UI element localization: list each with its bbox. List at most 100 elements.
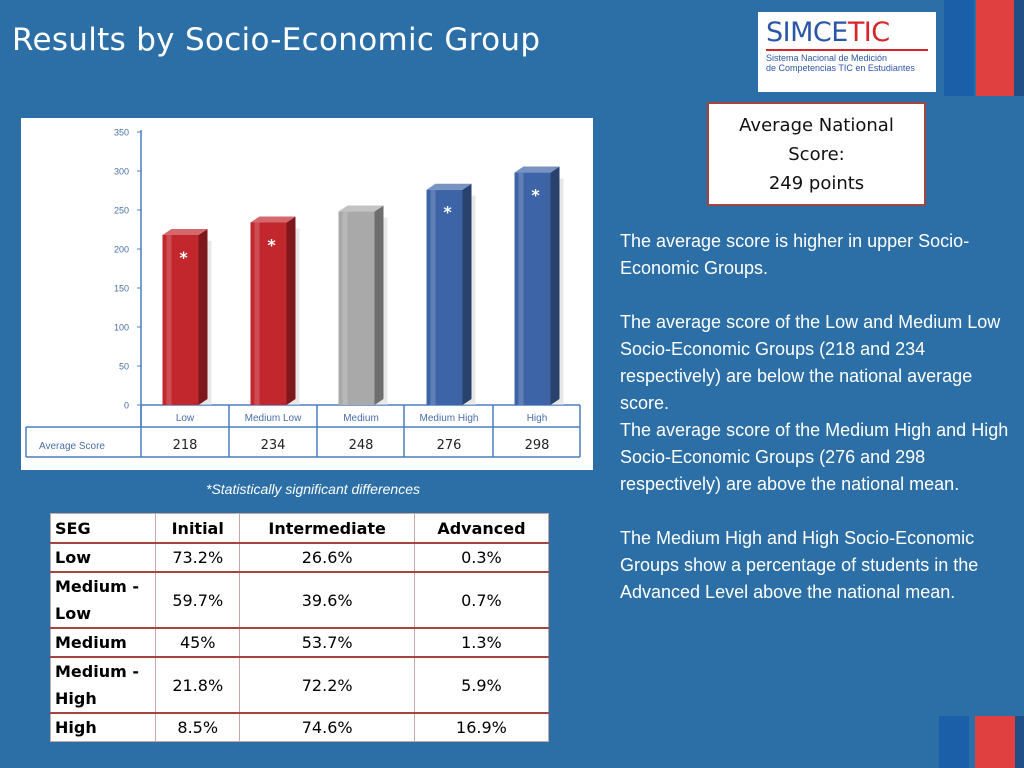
x-category-label: High	[527, 413, 548, 424]
cell-advanced: 16.9%	[413, 712, 550, 742]
table-row: High 8.5% 74.6% 16.9%	[50, 712, 550, 742]
table-row-label: Average Score	[39, 441, 105, 452]
bar-highlight	[166, 234, 172, 405]
cell-advanced: 0.3%	[413, 542, 550, 573]
data-label: 218	[173, 438, 198, 453]
y-tick-label: 100	[114, 323, 129, 333]
corner-stripe-red-top	[976, 0, 1014, 96]
table-row: Low 73.2% 26.6% 0.3%	[50, 542, 550, 573]
page-title: Results by Socio-Economic Group	[12, 22, 541, 58]
significance-marker: *	[531, 186, 540, 205]
logo-word-accent: TIC	[847, 17, 890, 48]
corner-stripe-blue-bottom	[939, 716, 969, 768]
bar-top	[250, 216, 296, 223]
row-label: Low	[50, 542, 156, 573]
logo-rule	[766, 49, 928, 51]
data-label: 248	[349, 438, 374, 453]
logo-word-main: SIMCE	[766, 17, 848, 48]
cell-intermediate: 39.6%	[239, 571, 415, 629]
bar-side	[286, 216, 296, 405]
y-tick-label: 350	[114, 128, 129, 138]
cell-intermediate: 74.6%	[239, 712, 415, 742]
bar-chart: 0 50 100 150 200 250 300 350 Average Score * Low 21…	[21, 118, 593, 470]
average-box-line3: 249 points	[768, 173, 865, 194]
row-label: Medium - Low	[50, 571, 156, 629]
logo-subtitle-line1: Sistema Nacional de Medición	[766, 53, 888, 63]
finding-2: The average score of the Low and Medium …	[620, 312, 1001, 413]
y-tick-label: 150	[114, 284, 129, 294]
cell-intermediate: 53.7%	[239, 627, 415, 658]
y-tick-label: 50	[119, 362, 129, 372]
data-label: 276	[437, 438, 462, 453]
cell-intermediate: 72.2%	[239, 656, 415, 714]
paragraph-gap	[620, 498, 1018, 525]
simcetic-logo: SIMCETIC Sistema Nacional de Medición de…	[758, 12, 936, 92]
row-label-line1: Medium -	[55, 662, 139, 681]
corner-stripe-edge-top	[1014, 0, 1024, 96]
corner-stripe-edge-bottom	[1015, 716, 1024, 768]
cell-advanced: 1.3%	[413, 627, 550, 658]
corner-stripe-red-bottom	[975, 716, 1015, 768]
finding-4: The Medium High and High Socio-Economic …	[620, 528, 979, 602]
row-label-line1: High	[55, 718, 97, 737]
row-label: High	[50, 712, 156, 742]
bar-top	[162, 228, 208, 235]
bar-top	[338, 205, 384, 212]
bar-chart-svg: 0 50 100 150 200 250 300 350 Average Score * Low 21…	[25, 128, 581, 458]
logo-wordmark: SIMCETIC	[766, 18, 928, 48]
x-category-label: Medium High	[420, 413, 479, 424]
y-tick-label: 250	[114, 206, 129, 216]
cell-initial: 59.7%	[154, 571, 241, 629]
table-row: Medium 45% 53.7% 1.3%	[50, 627, 550, 658]
bar-side	[374, 205, 384, 405]
x-category-label: Medium	[343, 413, 379, 424]
cell-initial: 73.2%	[154, 542, 241, 573]
bar-top	[426, 183, 472, 190]
row-label-line1: Medium -	[55, 577, 139, 596]
header-advanced: Advanced	[413, 513, 550, 544]
logo-subtitle-line2: de Competencias TIC en Estudiantes	[766, 63, 915, 73]
cell-advanced: 0.7%	[413, 571, 550, 629]
header-initial: Initial	[154, 513, 241, 544]
header-seg: SEG	[50, 513, 156, 544]
table-row: Medium - High 21.8% 72.2% 5.9%	[50, 656, 550, 714]
seg-levels-table: SEG Initial Intermediate Advanced Low 73…	[50, 513, 550, 742]
bar-top	[514, 166, 560, 173]
bar-side	[198, 228, 208, 405]
bar-highlight	[518, 172, 524, 405]
average-box-line1: Average National	[739, 115, 894, 136]
paragraph-gap	[620, 282, 1018, 309]
average-score-box: Average National Score: 249 points	[707, 102, 926, 206]
row-label-line2: High	[55, 689, 97, 708]
bar-side	[550, 166, 560, 405]
row-label-line1: Medium	[55, 633, 127, 652]
y-tick-label: 200	[114, 245, 129, 255]
cell-intermediate: 26.6%	[239, 542, 415, 573]
cell-initial: 8.5%	[154, 712, 241, 742]
average-box-line2: Score:	[788, 144, 845, 165]
bar-side	[462, 183, 472, 405]
finding-3: The average score of the Medium High and…	[620, 420, 1009, 494]
row-label-line1: Low	[55, 548, 91, 567]
significance-marker: *	[267, 235, 276, 254]
y-tick-label: 300	[114, 167, 129, 177]
cell-advanced: 5.9%	[413, 656, 550, 714]
significance-marker: *	[179, 248, 188, 267]
finding-1: The average score is higher in upper Soc…	[620, 231, 970, 278]
header-intermediate: Intermediate	[239, 513, 415, 544]
table-header-row: SEG Initial Intermediate Advanced	[50, 513, 550, 544]
bar-highlight	[254, 222, 260, 405]
cell-initial: 45%	[154, 627, 241, 658]
significance-note: *Statistically significant differences	[206, 481, 420, 497]
significance-marker: *	[443, 203, 452, 222]
row-label-line2: Low	[55, 604, 91, 623]
table-row: Medium - Low 59.7% 39.6% 0.7%	[50, 571, 550, 629]
row-label: Medium - High	[50, 656, 156, 714]
x-category-label: Medium Low	[245, 413, 302, 424]
data-label: 298	[525, 438, 550, 453]
x-category-label: Low	[176, 413, 195, 424]
cell-initial: 21.8%	[154, 656, 241, 714]
bar-highlight	[342, 211, 348, 405]
bar-highlight	[430, 189, 436, 405]
y-tick-label: 0	[124, 401, 129, 411]
